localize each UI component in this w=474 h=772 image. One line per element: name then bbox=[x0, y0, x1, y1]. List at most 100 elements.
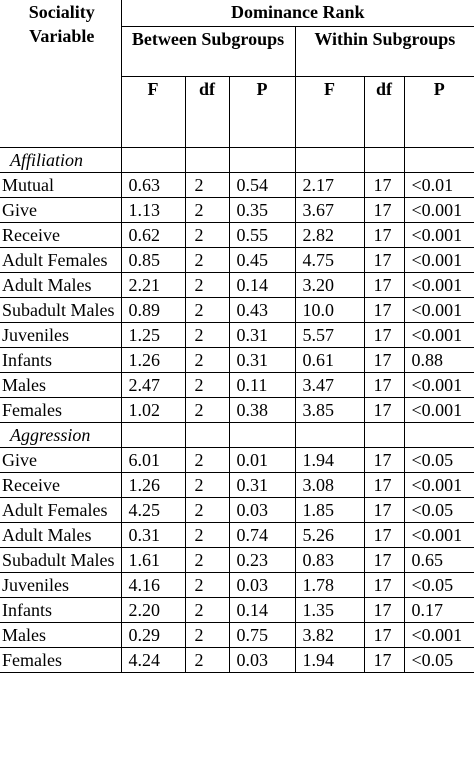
cell-f1: 0.29 bbox=[120, 621, 186, 648]
cell-p1: 0.38 bbox=[228, 396, 296, 423]
cell-p2: <0.05 bbox=[403, 496, 474, 523]
cell-f1: 0.85 bbox=[120, 246, 186, 273]
cell-f1: 2.20 bbox=[120, 596, 186, 623]
cell-f2: 3.47 bbox=[294, 371, 365, 398]
cell-f1: 1.61 bbox=[120, 546, 186, 573]
sociality-variable-header: Sociality Variable bbox=[0, 0, 122, 148]
cell-df1: 2 bbox=[184, 321, 230, 348]
cell-f1: 0.31 bbox=[120, 521, 186, 548]
table-row: Give 6.01 2 0.01 1.94 17 <0.05 bbox=[0, 446, 474, 473]
cell-p2: <0.001 bbox=[403, 246, 474, 273]
cell-p1: 0.43 bbox=[228, 296, 296, 323]
cell-f2: 2.17 bbox=[294, 171, 365, 198]
table-row: Adult Females 4.25 2 0.03 1.85 17 <0.05 bbox=[0, 496, 474, 523]
dominance-rank-header: Dominance Rank bbox=[120, 0, 474, 27]
table-row: Juveniles 1.25 2 0.31 5.57 17 <0.001 bbox=[0, 321, 474, 348]
row-label: Females bbox=[0, 396, 122, 423]
cell-df1: 2 bbox=[184, 221, 230, 248]
cell-df1: 2 bbox=[184, 446, 230, 473]
table-row: Adult Males 2.21 2 0.14 3.20 17 <0.001 bbox=[0, 271, 474, 298]
col-header-p-within: P bbox=[403, 75, 474, 148]
cell-p1: 0.74 bbox=[228, 521, 296, 548]
cell-df2: 17 bbox=[363, 521, 405, 548]
row-label: Juveniles bbox=[0, 571, 122, 598]
section-blank-cell bbox=[184, 421, 230, 447]
cell-f1: 4.16 bbox=[120, 571, 186, 598]
cell-p2: <0.001 bbox=[403, 521, 474, 548]
table-row: Infants 1.26 2 0.31 0.61 17 0.88 bbox=[0, 346, 474, 373]
cell-df1: 2 bbox=[184, 571, 230, 598]
row-label: Subadult Males bbox=[0, 546, 122, 573]
section-blank-cell bbox=[120, 421, 186, 447]
cell-p2: <0.05 bbox=[403, 571, 474, 598]
cell-df2: 17 bbox=[363, 221, 405, 248]
cell-df2: 17 bbox=[363, 296, 405, 323]
section-header-row: Aggression bbox=[0, 421, 474, 447]
cell-f1: 1.13 bbox=[120, 196, 186, 223]
cell-p2: <0.001 bbox=[403, 396, 474, 423]
cell-f2: 3.85 bbox=[294, 396, 365, 423]
cell-df2: 17 bbox=[363, 271, 405, 298]
row-label: Receive bbox=[0, 471, 122, 498]
cell-p2: <0.001 bbox=[403, 271, 474, 298]
cell-p1: 0.14 bbox=[228, 271, 296, 298]
cell-p1: 0.35 bbox=[228, 196, 296, 223]
cell-f1: 6.01 bbox=[120, 446, 186, 473]
table-row: Receive 1.26 2 0.31 3.08 17 <0.001 bbox=[0, 471, 474, 498]
cell-p1: 0.31 bbox=[228, 346, 296, 373]
cell-p1: 0.31 bbox=[228, 321, 296, 348]
cell-f2: 1.94 bbox=[294, 646, 365, 673]
cell-df1: 2 bbox=[184, 196, 230, 223]
cell-df2: 17 bbox=[363, 346, 405, 373]
cell-p2: <0.001 bbox=[403, 296, 474, 323]
section-blank-cell bbox=[120, 146, 186, 172]
cell-df1: 2 bbox=[184, 396, 230, 423]
cell-p1: 0.45 bbox=[228, 246, 296, 273]
cell-df1: 2 bbox=[184, 546, 230, 573]
cell-p2: <0.001 bbox=[403, 221, 474, 248]
cell-f1: 0.89 bbox=[120, 296, 186, 323]
cell-f1: 2.47 bbox=[120, 371, 186, 398]
between-subgroups-header: Between Subgroups bbox=[121, 25, 296, 77]
cell-df2: 17 bbox=[363, 396, 405, 423]
cell-f2: 10.0 bbox=[294, 296, 365, 323]
section-header-row: Affiliation bbox=[0, 146, 474, 172]
row-label: Infants bbox=[0, 596, 122, 623]
cell-df1: 2 bbox=[184, 646, 230, 673]
table-row: Receive 0.62 2 0.55 2.82 17 <0.001 bbox=[0, 221, 474, 248]
cell-p1: 0.55 bbox=[228, 221, 296, 248]
cell-f2: 3.20 bbox=[294, 271, 365, 298]
row-label: Juveniles bbox=[0, 321, 122, 348]
section-blank-cell bbox=[294, 421, 365, 447]
cell-f1: 4.25 bbox=[120, 496, 186, 523]
cell-df1: 2 bbox=[184, 371, 230, 398]
table-row: Females 4.24 2 0.03 1.94 17 <0.05 bbox=[0, 646, 474, 673]
table-row: Adult Males 0.31 2 0.74 5.26 17 <0.001 bbox=[0, 521, 474, 548]
cell-p2: <0.05 bbox=[403, 446, 474, 473]
row-label: Infants bbox=[0, 346, 122, 373]
cell-p1: 0.14 bbox=[228, 596, 296, 623]
cell-f2: 0.61 bbox=[294, 346, 365, 373]
cell-df2: 17 bbox=[363, 471, 405, 498]
cell-f2: 1.35 bbox=[294, 596, 365, 623]
section-blank-cell bbox=[294, 146, 365, 172]
table-row: Males 0.29 2 0.75 3.82 17 <0.001 bbox=[0, 621, 474, 648]
section-blank-cell bbox=[228, 146, 296, 172]
cell-p2: <0.001 bbox=[403, 196, 474, 223]
cell-p1: 0.03 bbox=[228, 496, 296, 523]
cell-p2: <0.001 bbox=[403, 371, 474, 398]
table-row: Males 2.47 2 0.11 3.47 17 <0.001 bbox=[0, 371, 474, 398]
section-blank-cell bbox=[184, 146, 230, 172]
cell-p1: 0.75 bbox=[228, 621, 296, 648]
table-row: Mutual 0.63 2 0.54 2.17 17 <0.01 bbox=[0, 171, 474, 198]
cell-df2: 17 bbox=[363, 571, 405, 598]
cell-df2: 17 bbox=[363, 546, 405, 573]
cell-p2: 0.88 bbox=[403, 346, 474, 373]
cell-p1: 0.23 bbox=[228, 546, 296, 573]
cell-df2: 17 bbox=[363, 196, 405, 223]
cell-df1: 2 bbox=[184, 271, 230, 298]
cell-f1: 0.62 bbox=[120, 221, 186, 248]
cell-p2: 0.17 bbox=[403, 596, 474, 623]
section-title: Affiliation bbox=[0, 146, 122, 172]
cell-df1: 2 bbox=[184, 346, 230, 373]
